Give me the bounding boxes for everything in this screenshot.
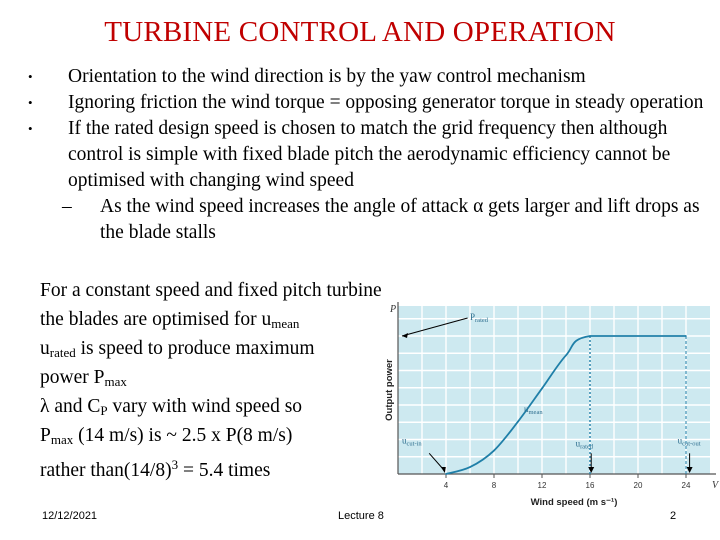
bullet-item: • Ignoring friction the wind torque = op… bbox=[24, 90, 704, 116]
cut-in-arrowhead bbox=[440, 467, 446, 473]
u-mean-label: umean bbox=[524, 404, 543, 416]
sub-bullet-text: As the wind speed increases the angle of… bbox=[100, 196, 700, 243]
body-line-1: For a constant speed and fixed pitch tur… bbox=[40, 280, 382, 301]
power-curve-point bbox=[517, 420, 519, 423]
power-curve-point bbox=[565, 354, 567, 357]
body-line-7: rather than(14/8)3 = 5.4 times bbox=[40, 457, 271, 481]
bullet-marker: • bbox=[28, 69, 33, 84]
body-line-5: λ and CP vary with wind speed so bbox=[40, 396, 303, 418]
p-rated-arrow bbox=[401, 317, 468, 337]
x-axis-label: Wind speed (m s⁻¹) bbox=[531, 497, 618, 508]
bullet-list: • Orientation to the wind direction is b… bbox=[24, 64, 704, 246]
body-line-3: urated is speed to produce maximum bbox=[40, 338, 315, 360]
bullet-marker: • bbox=[28, 121, 33, 136]
power-curve-point bbox=[541, 387, 543, 390]
footer-date: 12/12/2021 bbox=[42, 510, 98, 522]
bullet-text: Ignoring friction the wind torque = oppo… bbox=[68, 92, 704, 113]
x-tick-label: 12 bbox=[538, 481, 547, 490]
p-rated-arrowhead bbox=[402, 333, 408, 338]
u-cut-in-label: ucut-in bbox=[402, 436, 422, 448]
bullet-text: Orientation to the wind direction is by … bbox=[68, 66, 586, 87]
sub-bullet-marker: – bbox=[62, 196, 72, 217]
power-curve-point bbox=[469, 466, 471, 468]
x-tick-label: 24 bbox=[682, 481, 691, 490]
x-tick-label: 4 bbox=[444, 481, 449, 490]
cut-out-arrowhead bbox=[686, 467, 693, 473]
y-axis-label: Output power bbox=[384, 359, 395, 421]
footer-page: 2 bbox=[670, 510, 677, 522]
power-curve-point bbox=[445, 473, 447, 475]
rated-arrowhead bbox=[588, 467, 595, 473]
x-tick-label: 16 bbox=[586, 481, 595, 490]
footer-lecture: Lecture 8 bbox=[338, 510, 384, 522]
power-curve-point bbox=[493, 449, 495, 452]
body-line-6: Pmax (14 m/s) is ~ 2.5 x P(8 m/s) bbox=[40, 425, 293, 447]
alpha-symbol: α bbox=[473, 196, 484, 217]
bullet-text: If the rated design speed is chosen to m… bbox=[68, 118, 671, 191]
plot-background bbox=[398, 306, 710, 474]
body-line-4: power Pmax bbox=[40, 367, 127, 389]
y-axis-end-label: P bbox=[389, 304, 396, 315]
bullet-item: • Orientation to the wind direction is b… bbox=[24, 64, 704, 90]
x-tick-label: 20 bbox=[634, 481, 643, 490]
u-cut-out-label: ucut-out bbox=[678, 436, 701, 448]
bullet-item: • If the rated design speed is chosen to… bbox=[24, 116, 704, 194]
sub-bullet-item: – As the wind speed increases the angle … bbox=[24, 194, 704, 246]
body-line-2: the blades are optimised for umean bbox=[40, 309, 300, 331]
u-rated-label: urated bbox=[576, 438, 594, 450]
x-tick-label: 8 bbox=[492, 481, 497, 490]
p-rated-label: Prated bbox=[470, 312, 489, 324]
bullet-marker: • bbox=[28, 95, 33, 110]
x-axis-end-label: V bbox=[712, 480, 720, 491]
power-curve-chart: P V 4 8 12 16 20 24 Wind speed (m s⁻¹) Output pow… bbox=[384, 302, 720, 508]
slide-title: TURBINE CONTROL AND OPERATION bbox=[104, 16, 616, 48]
